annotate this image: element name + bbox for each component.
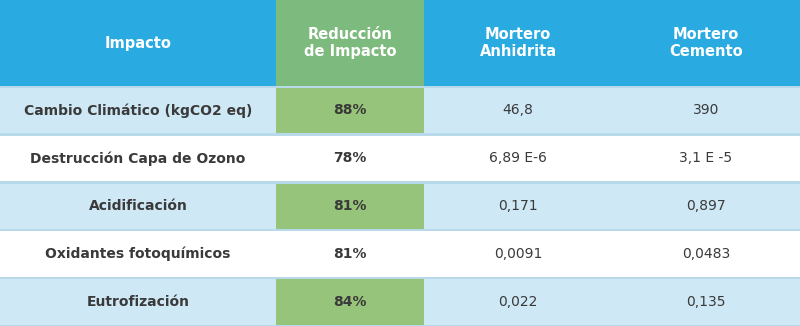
Text: 46,8: 46,8 <box>502 103 534 117</box>
Bar <box>612 0 800 86</box>
Bar <box>0 0 276 86</box>
Bar <box>0 231 276 277</box>
Bar <box>276 88 424 133</box>
Bar <box>612 136 800 181</box>
Text: Cambio Climático (kgCO2 eq): Cambio Climático (kgCO2 eq) <box>24 103 252 118</box>
Text: 0,022: 0,022 <box>498 295 538 309</box>
Text: Reducción
de Impacto: Reducción de Impacto <box>304 27 396 59</box>
Bar <box>0 184 276 229</box>
Bar <box>424 136 612 181</box>
Bar <box>0 136 276 181</box>
Bar <box>424 88 612 133</box>
Bar <box>276 231 424 277</box>
Text: 0,135: 0,135 <box>686 295 726 309</box>
Text: Impacto: Impacto <box>105 36 171 51</box>
Text: Acidificación: Acidificación <box>89 199 187 213</box>
Bar <box>276 279 424 325</box>
Bar <box>424 184 612 229</box>
Text: 0,897: 0,897 <box>686 199 726 213</box>
Bar <box>0 279 276 325</box>
Bar <box>612 88 800 133</box>
Bar <box>424 0 612 86</box>
Text: Eutrofización: Eutrofización <box>86 295 190 309</box>
Text: 0,171: 0,171 <box>498 199 538 213</box>
Text: Oxidantes fotoquímicos: Oxidantes fotoquímicos <box>46 247 230 261</box>
Text: 6,89 E-6: 6,89 E-6 <box>489 151 547 165</box>
Text: 0,0483: 0,0483 <box>682 247 730 261</box>
Bar <box>0 88 276 133</box>
Bar <box>424 231 612 277</box>
Bar <box>612 184 800 229</box>
Bar <box>276 136 424 181</box>
Text: 390: 390 <box>693 103 719 117</box>
Bar <box>276 0 424 86</box>
Text: Mortero
Anhidrita: Mortero Anhidrita <box>479 27 557 59</box>
Text: 84%: 84% <box>334 295 366 309</box>
Text: 0,0091: 0,0091 <box>494 247 542 261</box>
Text: Destrucción Capa de Ozono: Destrucción Capa de Ozono <box>30 151 246 166</box>
Text: 81%: 81% <box>334 247 366 261</box>
Bar <box>424 279 612 325</box>
Bar <box>612 279 800 325</box>
Text: 3,1 E -5: 3,1 E -5 <box>679 151 733 165</box>
Bar <box>612 231 800 277</box>
Text: 88%: 88% <box>334 103 366 117</box>
Text: Mortero
Cemento: Mortero Cemento <box>669 27 743 59</box>
Text: 78%: 78% <box>334 151 366 165</box>
Bar <box>276 184 424 229</box>
Text: 81%: 81% <box>334 199 366 213</box>
